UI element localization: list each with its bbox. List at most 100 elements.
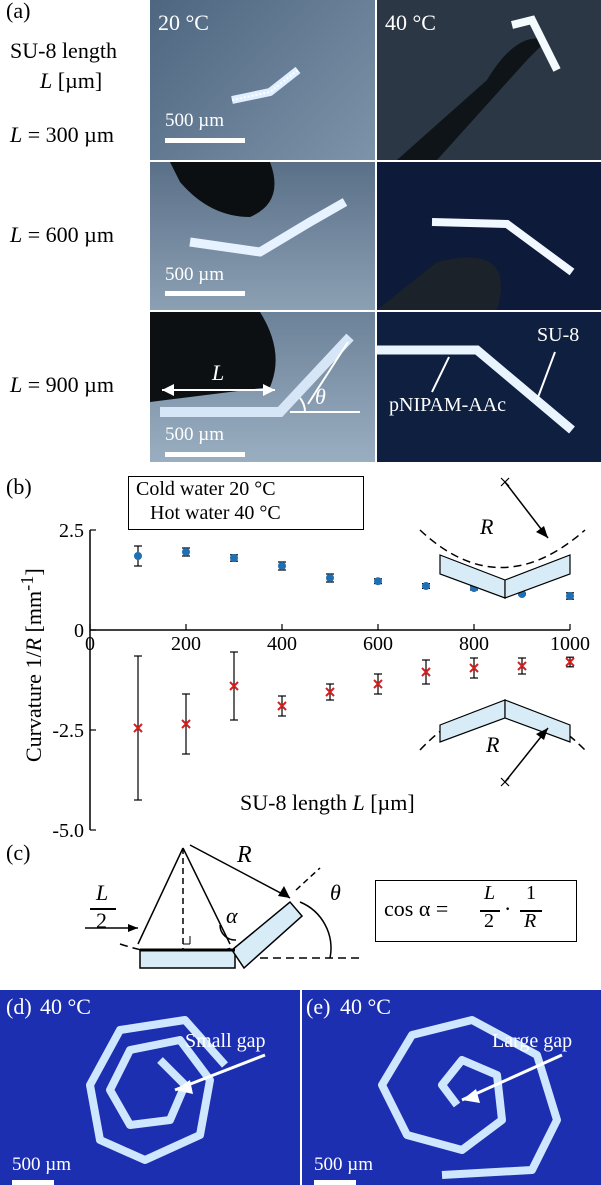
panel-d-scalebar-text: 500 µm — [12, 1154, 71, 1175]
legend-box — [128, 476, 364, 530]
annot-pnipam: pNIPAM-AAc — [389, 394, 507, 416]
row-label-300: L = 300 µm — [10, 122, 114, 147]
header-line2: L [µm] — [40, 68, 103, 93]
x-tick-label: 0 — [85, 633, 95, 655]
data-point-cold — [182, 548, 190, 556]
inset-R-top: R — [480, 514, 494, 539]
x-tick-label: 800 — [459, 633, 489, 655]
inset-bottom-arrow — [536, 728, 548, 740]
panel-e-label: (e) — [306, 994, 331, 1019]
panel-d-scalebar-bar — [12, 1180, 54, 1185]
data-point-cold — [566, 592, 574, 600]
x-tick-label: 1000 — [550, 633, 590, 655]
x-tick-label: 600 — [363, 633, 393, 655]
formula-f2-den: R — [524, 910, 537, 932]
panel-d: (d) 40 °C Small gap 500 µm — [0, 990, 300, 1185]
legend-cold-text: Cold water 20 °C — [136, 478, 276, 500]
panel-e-annotation: Large gap — [492, 1030, 573, 1052]
scalebar-300-bar — [165, 138, 245, 143]
probe-300-hot — [397, 15, 561, 160]
x-tick-label: 400 — [267, 633, 297, 655]
strip-300-cold — [231, 66, 301, 104]
strip-600-hot — [377, 218, 575, 310]
label-alpha: α — [226, 903, 238, 928]
data-point-hot — [565, 657, 575, 667]
data-point-cold — [230, 554, 238, 562]
data-point-cold — [278, 562, 286, 570]
y-axis-label: Curvature 1/R [mm-1] — [16, 568, 47, 763]
inset-top-strip-right — [504, 554, 571, 599]
data-point-hot — [325, 687, 335, 697]
annot-L: L — [212, 360, 225, 385]
formula-f1-line — [480, 910, 500, 912]
annot-theta: θ — [315, 384, 326, 409]
scalebar-300-text: 500 µm — [165, 110, 224, 131]
annot-900-cold — [150, 312, 360, 417]
panel-a-label: (a) — [6, 0, 31, 23]
x-axis-label: SU-8 length L [µm] — [240, 790, 415, 815]
label-theta: θ — [330, 880, 341, 905]
data-point-hot — [469, 663, 479, 673]
strip-900-hot — [377, 345, 575, 434]
row-label-900: L = 900 µm — [10, 372, 114, 397]
temp-hot-label: 40 °C — [385, 10, 436, 35]
frac-L-num: L — [96, 880, 109, 905]
photo-600-hot — [377, 162, 601, 310]
y-tick-label: -5.0 — [52, 820, 84, 840]
scalebar-900-bar — [165, 452, 245, 457]
photo-300-hot: 40 °C — [377, 0, 601, 160]
photo-900-hot: SU-8 pNIPAM-AAc — [377, 312, 601, 462]
legend-hot-text: Hot water 40 °C — [150, 502, 281, 524]
data-point-hot — [373, 679, 383, 689]
spiral-small-gap — [86, 1016, 266, 1164]
formula-f2-line — [520, 910, 542, 912]
inset-bottom-strip-right — [504, 699, 571, 743]
label-R: R — [237, 842, 252, 868]
data-point-cold — [374, 577, 382, 586]
data-point-cold — [422, 582, 430, 590]
data-point-hot — [517, 661, 527, 671]
panel-e: (e) 40 °C Large gap 500 µm — [302, 990, 601, 1185]
photo-300-cold: 20 °C 500 µm — [150, 0, 375, 160]
data-point-hot — [277, 701, 287, 711]
inset-R-bottom: R — [486, 732, 500, 757]
formula-f1-num: L — [484, 882, 496, 904]
formula-box — [375, 880, 577, 942]
data-point-hot — [229, 681, 239, 691]
data-point-hot — [181, 719, 191, 729]
frac-2-den: 2 — [96, 908, 107, 933]
data-point-hot — [421, 667, 431, 677]
panel-e-scalebar-text: 500 µm — [314, 1154, 373, 1175]
panel-d-temp: 40 °C — [40, 994, 91, 1019]
panel-e-temp: 40 °C — [340, 994, 391, 1019]
formula-prefix: cos α = — [384, 896, 449, 921]
geometry-diagram — [85, 844, 360, 970]
row-label-600: L = 600 µm — [10, 222, 114, 247]
formula-dot: · — [504, 896, 512, 921]
temp-cold-label: 20 °C — [158, 10, 209, 35]
inset-top-arrow — [536, 526, 548, 538]
panel-d-label: (d) — [6, 994, 32, 1019]
photo-900-cold: L θ 500 µm — [150, 312, 375, 462]
data-point-cold — [134, 552, 142, 560]
x-tick-label: 200 — [171, 633, 201, 655]
annot-su8: SU-8 — [537, 324, 580, 346]
panel-c: (c) L 2 R α θ cos α = L 2 · 1 R — [0, 840, 601, 990]
photo-600-cold: 500 µm — [150, 162, 375, 310]
panel-c-label: (c) — [6, 840, 31, 865]
data-point-hot — [133, 723, 143, 733]
spiral-large-gap — [378, 1016, 563, 1179]
panel-a: (a) SU-8 length L [µm] L = 300 µm L = 60… — [0, 0, 601, 462]
probe-600-cold — [170, 162, 348, 257]
panel-d-annotation: Small gap — [185, 1030, 266, 1052]
data-point-cold — [326, 574, 334, 582]
y-tick-label: 0 — [74, 620, 84, 642]
inset-top-arc — [419, 529, 586, 569]
formula-f1-den: 2 — [484, 910, 494, 932]
inset-top-center — [500, 477, 510, 487]
panel-b: (b) 0 200 400 600 800 1000 2.5 0 -2.5 -5.0 Cold w… — [0, 470, 601, 840]
frac-line — [90, 908, 116, 910]
scalebar-600-text: 500 µm — [165, 264, 224, 285]
curvature-chart: 0 200 400 600 800 1000 2.5 0 -2.5 -5.0 — [52, 477, 590, 840]
header-line1: SU-8 length — [10, 38, 117, 63]
